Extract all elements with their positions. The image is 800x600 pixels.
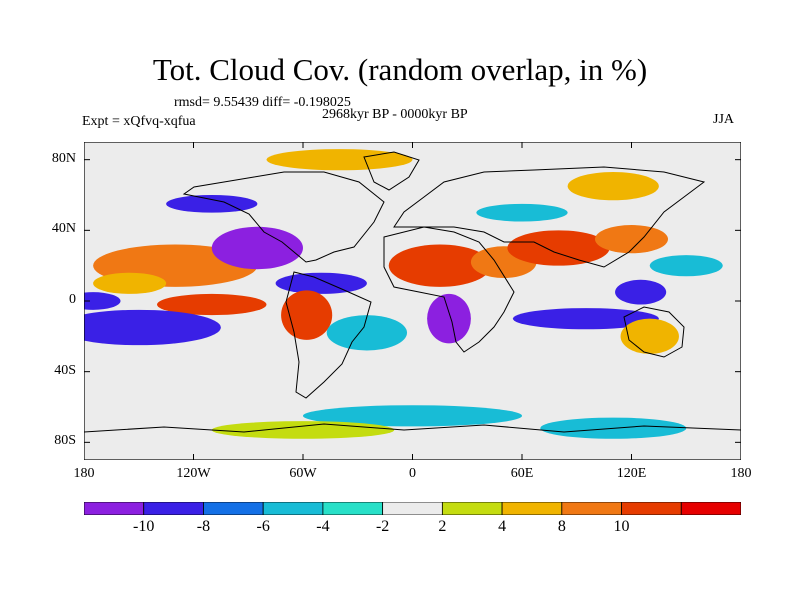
x-tick-label: 180 [73, 466, 95, 481]
colorbar-cell [501, 502, 563, 515]
coastlines [84, 151, 741, 433]
region-siberia-positive [567, 172, 659, 201]
colorbar-cell [322, 502, 384, 515]
colorbar-cell [680, 502, 741, 515]
x-tick-label: 0 [409, 466, 416, 481]
colorbar-cell [262, 502, 324, 515]
colorbar-label: 10 [613, 518, 630, 535]
chart-title: Tot. Cloud Cov. (random overlap, in %) [152, 52, 648, 87]
coastline-africa [383, 226, 515, 353]
map-plot [84, 142, 741, 460]
colorbar-label: -6 [256, 518, 270, 535]
region-asia-monsoon-positive [507, 230, 610, 266]
colorbar-cell [441, 502, 503, 515]
colorbar [84, 502, 741, 515]
region-north-america-negative [211, 226, 303, 270]
region-tropical-east-pacific-positive [157, 293, 267, 316]
region-eurasia-negative [476, 203, 568, 222]
region-south-america-positive [281, 290, 333, 340]
colorbar-cell [621, 502, 682, 515]
colorbar-cell [203, 502, 264, 515]
region-north-pacific-east-asia-negative [649, 255, 723, 277]
colorbar-cell [561, 502, 622, 515]
colorbar-label: -2 [375, 518, 390, 535]
region-south-atlantic-cyan [326, 315, 408, 351]
anomaly-field [84, 149, 723, 439]
x-tick-label: 60E [510, 466, 534, 481]
x-tick-label: 180 [730, 466, 752, 481]
coastline-north-america [182, 171, 385, 263]
colorbar-label: -4 [316, 518, 330, 535]
coastline-eurasia [393, 166, 706, 268]
x-tick-label: 120W [176, 466, 211, 481]
colorbar-label: 2 [438, 518, 447, 535]
colorbar-cell [143, 502, 204, 515]
region-west-pacific-equatorial-negative [84, 292, 121, 310]
region-maritime-continent-negative [615, 279, 667, 305]
colorbar-cell [84, 502, 145, 515]
colorbar-label: -8 [196, 518, 211, 535]
region-southern-africa-negative [427, 293, 471, 344]
experiment-label: Expt = xQfvq-xqfua [82, 114, 196, 129]
region-atlantic-diagonal-negative [275, 272, 367, 294]
region-canada-negative [166, 195, 258, 213]
region-arctic-mixed [266, 149, 413, 171]
season-label: JJA [713, 112, 735, 127]
colorbar-label: 4 [498, 518, 507, 535]
y-tick-label: 40N [51, 221, 76, 237]
y-tick-label: 80N [51, 150, 76, 166]
colorbar-cell [382, 502, 443, 515]
coastline-south-america [285, 271, 372, 399]
coastline-antarctica [84, 423, 741, 433]
region-southern-ocean-cyan [303, 405, 522, 427]
x-tick-label: 60W [289, 466, 317, 481]
y-tick-label: 80S [54, 433, 76, 449]
y-tick-label: 0 [69, 292, 76, 307]
region-antarctic-yellow [211, 421, 395, 439]
coastline-australia [623, 306, 685, 358]
colorbar-cells [84, 502, 741, 515]
colorbar-label: 8 [557, 518, 566, 535]
region-australia-positive [620, 318, 679, 354]
region-northeast-pacific-negative [93, 272, 167, 294]
axis-ticks [84, 142, 741, 460]
region-africa-sahara-positive [388, 244, 491, 287]
stats-line: rmsd= 9.55439 diff= -0.198025 [174, 95, 351, 110]
colorbar-label: -10 [133, 518, 155, 535]
x-tick-label: 120E [616, 466, 647, 481]
region-east-asia-positive [595, 225, 668, 254]
coastline-greenland [363, 151, 420, 191]
region-indian-ocean-south-negative [512, 308, 659, 330]
region-south-east-pacific-negative [84, 309, 221, 346]
period-label: 2968kyr BP - 0000kyr BP [322, 107, 468, 122]
y-tick-label: 40S [54, 362, 76, 378]
